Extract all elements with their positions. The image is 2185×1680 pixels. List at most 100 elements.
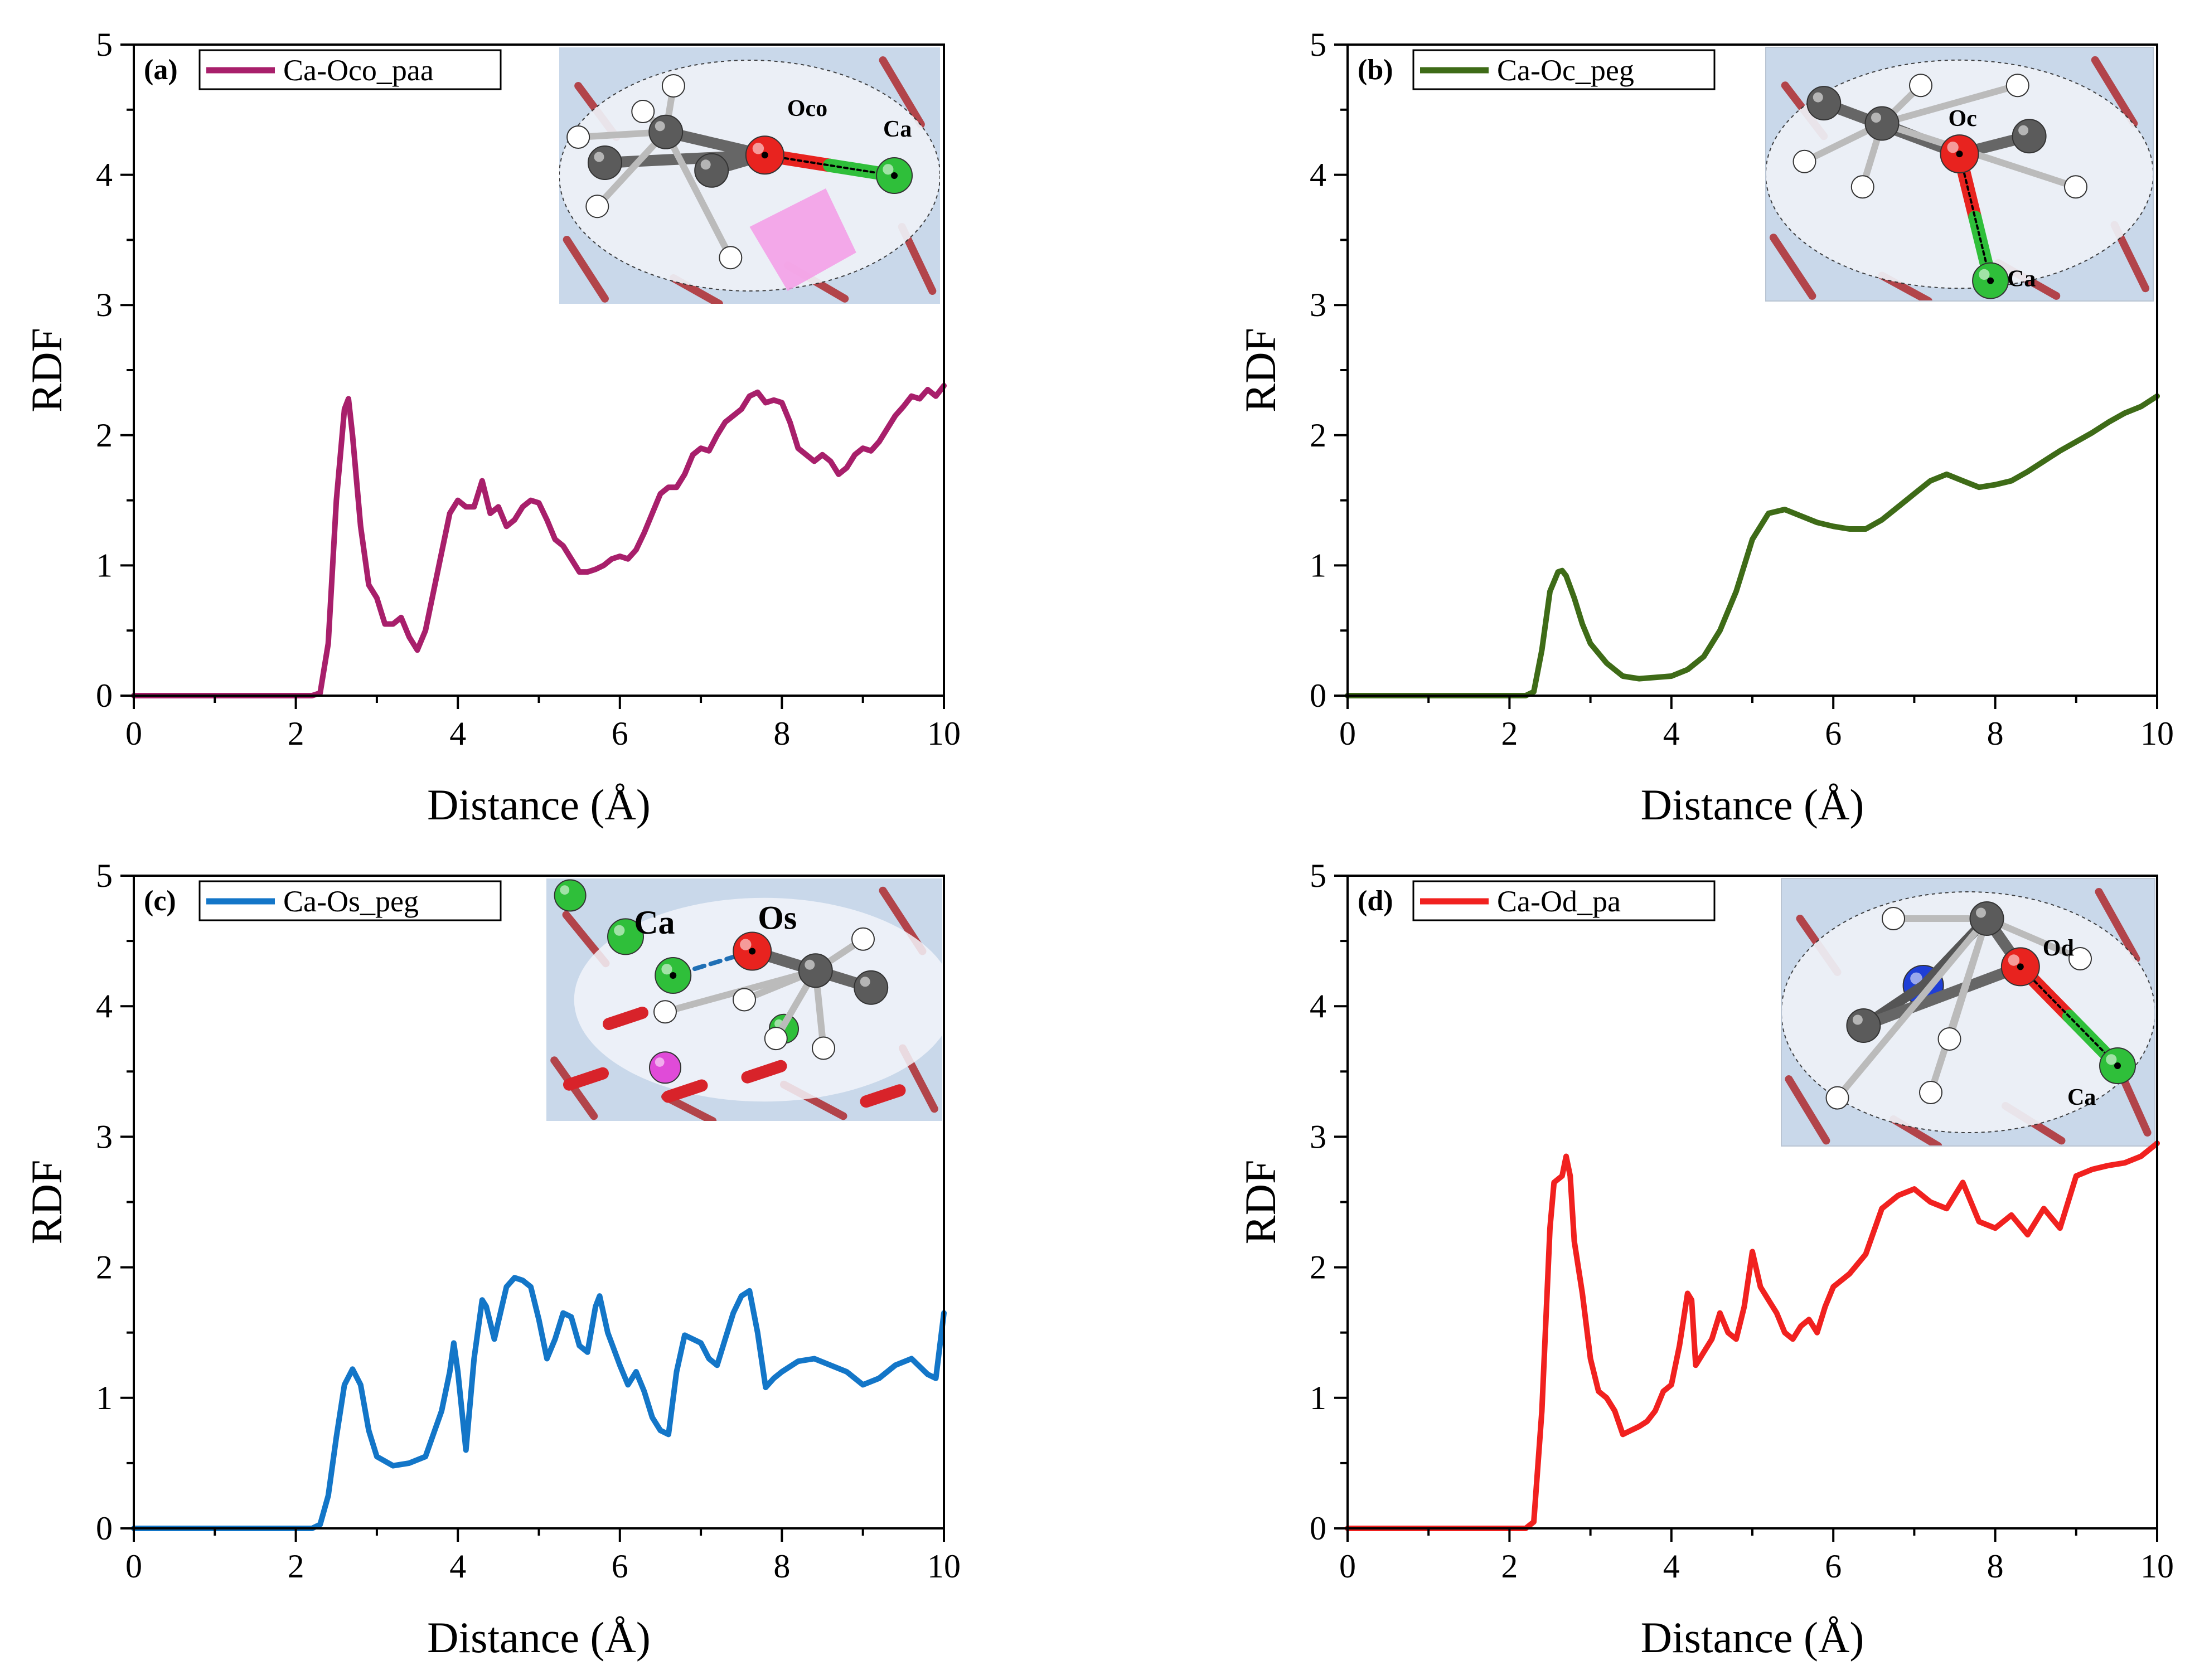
calcium-label: Ca bbox=[2007, 266, 2036, 292]
hydrogen-atom-highlight bbox=[2010, 78, 2017, 85]
x-tick-label: 0 bbox=[1339, 1548, 1356, 1585]
oxygen-center-dot bbox=[1956, 150, 1963, 158]
y-tick-label: 4 bbox=[1310, 157, 1326, 193]
carbon-atom bbox=[798, 953, 833, 988]
x-tick-label: 8 bbox=[773, 1548, 790, 1585]
calcium-atom-highlight bbox=[661, 964, 672, 975]
calcium-sphere-bg-highlight bbox=[560, 885, 570, 895]
rdf-series-line-d bbox=[1345, 1140, 2160, 1531]
oxygen-atom-highlight bbox=[2008, 954, 2020, 966]
carbon-oxygen-bond bbox=[599, 149, 771, 168]
hydrogen-atom-highlight bbox=[768, 1031, 776, 1038]
x-tick-label: 4 bbox=[1663, 715, 1680, 752]
x-tick-label: 2 bbox=[288, 1548, 304, 1585]
x-tick-label: 4 bbox=[449, 1548, 466, 1585]
x-tick-label: 8 bbox=[773, 715, 790, 752]
y-tick-label: 5 bbox=[96, 26, 113, 63]
hydrogen-atom-highlight bbox=[590, 199, 597, 206]
hydrogen-atom bbox=[1919, 1081, 1942, 1104]
carbon-atom bbox=[1864, 106, 1900, 141]
hydrogen-atom-highlight bbox=[1924, 1085, 1930, 1092]
carbon-oxygen-bond bbox=[1858, 961, 2026, 1031]
x-tick-label: 10 bbox=[927, 715, 961, 752]
oxygen-atom-highlight bbox=[1947, 142, 1959, 153]
y-axis-title: RDF bbox=[22, 328, 71, 412]
molecular-inset-b: Oc Ca bbox=[1765, 47, 2154, 302]
hydrogen-atom-highlight bbox=[2073, 951, 2080, 958]
oxygen-atom-highlight bbox=[752, 143, 764, 154]
hydrogen-atom-highlight bbox=[1855, 179, 1862, 187]
oxygen-label: Oc bbox=[1949, 106, 1977, 132]
y-tick-label: 2 bbox=[1310, 417, 1326, 454]
x-tick-label: 4 bbox=[1663, 1548, 1680, 1585]
carbon-atom-highlight bbox=[594, 152, 604, 162]
x-axis-title: Distance (Å) bbox=[427, 1613, 651, 1662]
calcium-center-dot bbox=[670, 972, 677, 979]
hydrogen-atom bbox=[1937, 1027, 1961, 1051]
x-tick-label: 0 bbox=[1339, 715, 1356, 752]
carbon-atom-highlight bbox=[860, 977, 870, 987]
hydrogen-atom bbox=[653, 1000, 677, 1024]
y-tick-label: 3 bbox=[96, 287, 113, 323]
y-tick-label: 1 bbox=[1310, 547, 1326, 584]
hydrogen-atom-highlight bbox=[1797, 154, 1804, 161]
panel-a: Oco Ca 0 2 4 6 8 10 0 1 2 3 4 5 Distance (Å) RDF (a) Ca-O… bbox=[22, 26, 961, 829]
y-tick-label: 5 bbox=[1310, 26, 1326, 63]
carbon-atom-highlight bbox=[805, 959, 815, 970]
carbon-atom bbox=[854, 970, 889, 1005]
inset-border bbox=[1781, 878, 2155, 1147]
y-tick-label: 5 bbox=[1310, 857, 1326, 894]
molecular-inset-c: Os Ca bbox=[546, 878, 942, 1121]
hydrogen-atom bbox=[1882, 907, 1905, 930]
hydrogen-atom-highlight bbox=[816, 1041, 823, 1048]
ion-sphere-bg bbox=[649, 1051, 681, 1084]
hydrogen-atom bbox=[2064, 175, 2087, 199]
y-tick-label: 1 bbox=[1310, 1380, 1326, 1416]
nitrogen-atom-highlight bbox=[1910, 972, 1922, 985]
water-bond bbox=[563, 1067, 609, 1091]
background-bond bbox=[563, 236, 609, 303]
background-bond bbox=[879, 56, 925, 128]
y-tick-label: 3 bbox=[1310, 1118, 1326, 1155]
y-tick-label: 4 bbox=[1310, 988, 1326, 1024]
calcium-center-dot bbox=[891, 172, 898, 179]
hydrogen-atom bbox=[719, 246, 743, 270]
hydrogen-atom bbox=[585, 195, 609, 219]
carbon-atom bbox=[648, 114, 684, 149]
oxygen-center-dot bbox=[749, 948, 756, 955]
inset-content bbox=[559, 47, 940, 304]
rdf-series-line-b bbox=[1345, 393, 2160, 698]
calcium-label: Ca bbox=[634, 904, 675, 941]
hydrogen-atom bbox=[566, 125, 590, 149]
carbon-atom bbox=[1806, 86, 1842, 121]
x-tick-label: 10 bbox=[2140, 1548, 2174, 1585]
panel-label: (d) bbox=[1358, 885, 1393, 917]
calcium-sphere-bg bbox=[554, 879, 587, 912]
x-tick-label: 6 bbox=[1825, 715, 1842, 752]
calcium-center-dot bbox=[1987, 277, 1994, 284]
panel-label: (b) bbox=[1358, 54, 1393, 86]
hydrogen-atom-highlight bbox=[571, 130, 578, 137]
ca-o-distance-line bbox=[2019, 965, 2119, 1067]
legend-label: Ca-Od_pa bbox=[1497, 885, 1621, 918]
oxygen-center-dot bbox=[2017, 963, 2024, 970]
x-tick-label: 2 bbox=[1501, 1548, 1518, 1585]
rdf-series-line-a bbox=[131, 383, 947, 698]
panel-d: Od Ca 0 2 4 6 8 10 0 1 2 3 4 5 Distance (Å) RDF (d) Ca-Od… bbox=[1236, 857, 2174, 1662]
y-tick-label: 2 bbox=[1310, 1249, 1326, 1286]
inset-content bbox=[1781, 878, 2155, 1146]
oxygen-atom-highlight bbox=[740, 939, 752, 950]
hydrogen-atom-highlight bbox=[2068, 179, 2075, 187]
carbon-atom-highlight bbox=[655, 121, 665, 132]
hydrogen-atom-highlight bbox=[1830, 1090, 1837, 1098]
water-bond bbox=[741, 1060, 787, 1084]
panel-label: (c) bbox=[144, 885, 176, 917]
carbon-atom-highlight bbox=[2018, 125, 2029, 135]
carbon-atom bbox=[2012, 119, 2047, 154]
hydrogen-atom bbox=[2005, 74, 2029, 98]
x-axis-title: Distance (Å) bbox=[1641, 780, 1864, 829]
carbon-atom bbox=[1969, 901, 2004, 936]
y-tick-label: 3 bbox=[96, 1118, 113, 1155]
polyhedron-shape bbox=[749, 188, 856, 291]
y-tick-label: 0 bbox=[1310, 677, 1326, 714]
